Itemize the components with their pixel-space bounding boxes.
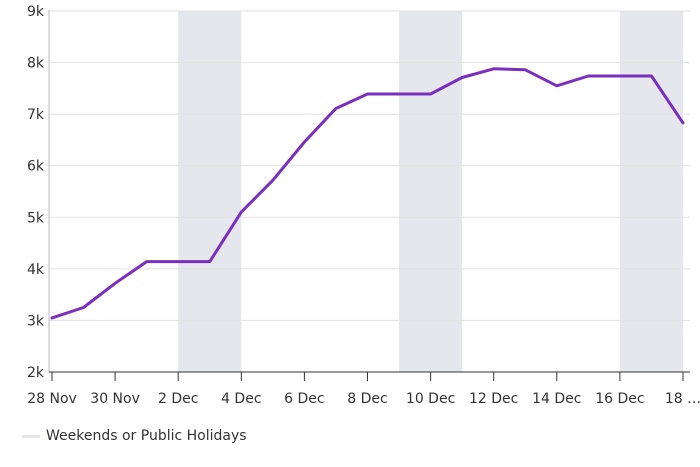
data-point-12-dec[interactable] bbox=[492, 67, 495, 70]
x-tick-label: 30 Nov bbox=[90, 391, 140, 407]
y-tick-label: 2k bbox=[27, 365, 45, 381]
data-point-1-dec[interactable] bbox=[145, 260, 148, 263]
data-point-16-dec[interactable] bbox=[618, 74, 621, 77]
holiday-band-3 bbox=[619, 11, 683, 372]
data-point-28-nov[interactable] bbox=[51, 316, 54, 319]
y-tick-label: 5k bbox=[27, 210, 45, 226]
y-tick-label: 8k bbox=[27, 56, 45, 72]
y-tick-label: 3k bbox=[27, 313, 45, 329]
y-tick-label: 9k bbox=[27, 4, 45, 20]
data-point-4-dec[interactable] bbox=[240, 211, 243, 214]
data-point-29-nov[interactable] bbox=[82, 306, 85, 309]
y-tick-label: 7k bbox=[27, 107, 45, 123]
data-point-9-dec[interactable] bbox=[398, 93, 401, 96]
x-tick-label: 4 Dec bbox=[221, 391, 261, 407]
data-point-8-dec[interactable] bbox=[366, 93, 369, 96]
x-tick-label: 18 … bbox=[665, 391, 700, 407]
x-tick-label: 6 Dec bbox=[284, 391, 324, 407]
series-line-1[interactable] bbox=[50, 67, 685, 320]
data-point-7-dec[interactable] bbox=[334, 107, 337, 110]
data-point-30-nov[interactable] bbox=[114, 282, 117, 285]
x-tick-label: 16 Dec bbox=[595, 391, 644, 407]
data-point-6-dec[interactable] bbox=[303, 140, 306, 143]
data-point-3-dec[interactable] bbox=[208, 260, 211, 263]
data-point-17-dec[interactable] bbox=[650, 74, 653, 77]
y-tick-label: 4k bbox=[27, 262, 45, 278]
data-point-18-dec[interactable] bbox=[682, 121, 685, 124]
legend-swatch bbox=[22, 434, 40, 438]
x-tick-label: 12 Dec bbox=[469, 391, 518, 407]
holiday-band-2 bbox=[399, 11, 463, 372]
legend-label: Weekends or Public Holidays bbox=[46, 428, 247, 444]
holiday-band-1 bbox=[178, 11, 242, 372]
x-tick-label: 2 Dec bbox=[158, 391, 198, 407]
data-point-10-dec[interactable] bbox=[429, 93, 432, 96]
data-point-13-dec[interactable] bbox=[524, 68, 527, 71]
data-point-11-dec[interactable] bbox=[461, 76, 464, 79]
x-tick-label: 28 Nov bbox=[27, 391, 77, 407]
data-point-15-dec[interactable] bbox=[587, 74, 590, 77]
legend[interactable]: Weekends or Public Holidays bbox=[22, 428, 247, 444]
x-tick-label: 14 Dec bbox=[532, 391, 581, 407]
x-tick-label: 8 Dec bbox=[347, 391, 387, 407]
data-point-2-dec[interactable] bbox=[177, 260, 180, 263]
data-point-5-dec[interactable] bbox=[271, 179, 274, 182]
y-tick-label: 6k bbox=[27, 159, 45, 175]
data-point-14-dec[interactable] bbox=[555, 84, 558, 87]
x-tick-label: 10 Dec bbox=[406, 391, 455, 407]
